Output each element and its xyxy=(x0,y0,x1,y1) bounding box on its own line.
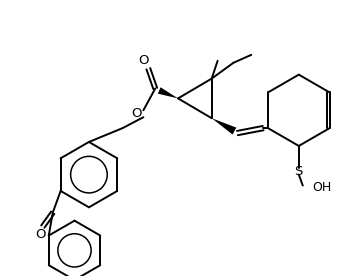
Text: O: O xyxy=(131,107,142,120)
Polygon shape xyxy=(212,118,236,135)
Text: OH: OH xyxy=(313,181,332,194)
Text: O: O xyxy=(35,228,46,241)
Text: O: O xyxy=(138,54,149,67)
Text: S: S xyxy=(294,165,302,178)
Polygon shape xyxy=(158,87,178,98)
